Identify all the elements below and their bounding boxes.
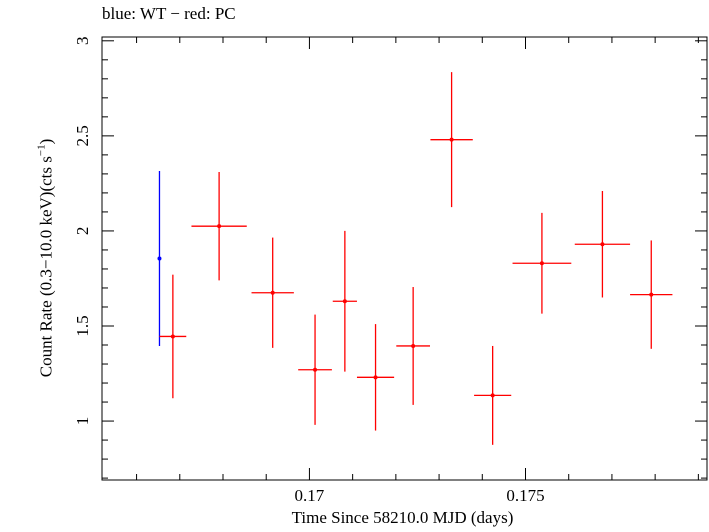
- y-tick-label: 1.5: [73, 315, 92, 336]
- data-point: [170, 334, 175, 339]
- data-point: [539, 261, 544, 266]
- data-point: [270, 290, 275, 295]
- chart-title: blue: WT − red: PC: [102, 4, 236, 23]
- y-axis-label-suffix: ): [36, 138, 56, 145]
- plot-frame: [101, 36, 708, 481]
- y-axis-label-prefix: Count Rate (0.3−10.0 keV)(cts s: [36, 156, 56, 378]
- data-point: [157, 256, 162, 261]
- data-point: [342, 299, 347, 304]
- x-tick-label: 0.17: [295, 486, 325, 505]
- y-tick-label: 2: [73, 227, 92, 236]
- y-axis-label-exponent: −1: [35, 144, 48, 157]
- x-tick-label: 0.175: [506, 486, 544, 505]
- data-point: [217, 224, 222, 229]
- data-point: [490, 393, 495, 398]
- data-point: [600, 242, 605, 247]
- y-tick-label: 1: [73, 417, 92, 426]
- y-axis-label: Count Rate (0.3−10.0 keV)(cts s−1): [36, 139, 57, 378]
- data-point: [649, 292, 654, 297]
- y-tick-label: 2.5: [73, 125, 92, 146]
- data-point: [449, 137, 454, 142]
- data-point: [313, 367, 318, 372]
- x-axis-label: Time Since 58210.0 MJD (days): [291, 508, 514, 527]
- data-point: [373, 375, 378, 380]
- y-tick-label: 3: [73, 37, 92, 46]
- data-point: [411, 343, 416, 348]
